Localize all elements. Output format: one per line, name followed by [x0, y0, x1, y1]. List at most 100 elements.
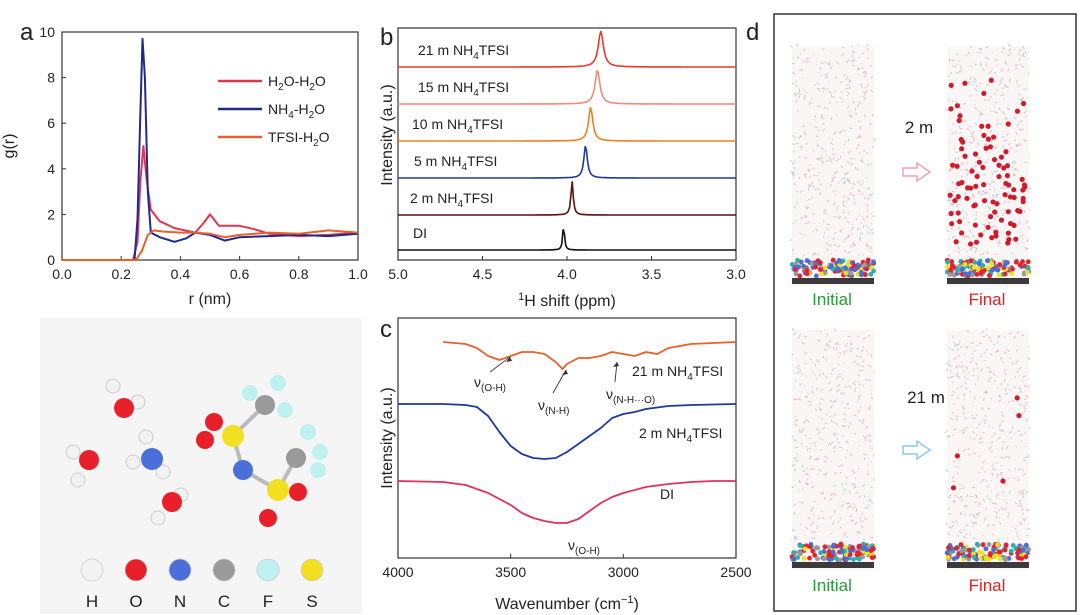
series-line-tfsi-h2o: [62, 229, 359, 261]
panel-c-xlabel: Wavenumber (cm−1): [495, 594, 639, 613]
md-label-21m: 21 m: [907, 388, 945, 407]
panel-b-series: DI 2 m NH4TFSI 5 m NH4TFSI 10 m NH4TFSI 15 m…: [398, 30, 736, 251]
panel-c-letter: c: [380, 316, 392, 343]
md-initial-box: [789, 327, 876, 570]
panel-a-xtick: 0.2: [111, 266, 131, 282]
electrode-surface: [947, 562, 1029, 568]
panel-c-xtick: 3000: [608, 564, 639, 580]
peak-annotation: ν(N-H): [538, 397, 569, 417]
panel-c-series: 21 m NH4TFSI 2 m NH4TFSI DI ν(O-H) ν(N-H) ν(N…: [397, 341, 737, 557]
md-label-2m: 2 m: [905, 118, 933, 137]
panel-b-letter: b: [380, 24, 393, 51]
nitrogen-sphere-icon: [168, 558, 192, 582]
panel-a-ytick: 2: [47, 206, 55, 222]
md-initial-label-top: Initial: [812, 290, 852, 309]
atom-legend-label: O: [129, 592, 142, 611]
md-final-box: [944, 328, 1032, 570]
peak-annotation: ν(O-H): [568, 537, 600, 557]
panel-a-ytick: 6: [47, 115, 55, 131]
atom-legend-label: C: [218, 592, 230, 611]
legend-entry: H2O-H2O: [268, 73, 326, 93]
panel-b-ticks: 5.0 4.5 4.0 3.5 3.0: [388, 256, 746, 282]
panel-a-xlabel: r (nm): [189, 291, 232, 308]
panel-b-xtick: 4.0: [557, 266, 577, 282]
panel-d-letter: d: [746, 19, 759, 46]
nmr-series-label: 21 m NH4TFSI: [418, 42, 509, 62]
legend-entry: NH4-H2O: [268, 101, 325, 121]
nmr-spectrum-line: [398, 69, 736, 105]
series-line-nh4-h2o: [62, 37, 359, 261]
md-final-label-top: Final: [969, 290, 1006, 309]
panel-c-ylabel: Intensity (a.u.): [379, 387, 396, 488]
panel-c-xtick: 4000: [382, 564, 413, 580]
nmr-spectrum-line: [398, 107, 736, 142]
panel-c-xtick: 3500: [495, 564, 526, 580]
annotation-arrowhead: [506, 357, 512, 362]
panel-c-frame: [397, 317, 737, 559]
atom-legend-label: F: [263, 592, 273, 611]
carbon-sphere-icon: [212, 558, 236, 582]
panel-a-ylabel: g(r): [1, 134, 18, 159]
nmr-series-label: 15 m NH4TFSI: [418, 79, 509, 99]
nmr-series-label: 5 m NH4TFSI: [414, 153, 497, 173]
water-molecule-1: [105, 378, 146, 418]
electrode-surface: [792, 562, 874, 568]
ftir-series-label: DI: [660, 486, 674, 502]
panel-b-xtick: 3.5: [642, 266, 662, 282]
panel-a-xtick: 0.8: [289, 266, 309, 282]
nmr-spectrum-line: [398, 145, 736, 179]
annotation-arrowhead: [562, 370, 568, 375]
panel-a-ytick: 8: [47, 70, 55, 86]
hydrogen-sphere-icon: [80, 558, 104, 582]
water-molecule-3: [150, 487, 189, 526]
atom-legend-label: S: [306, 592, 317, 611]
panel-b-xlabel: 1H shift (ppm): [518, 291, 616, 310]
panel-a-series: [62, 37, 359, 261]
md-snapshots: [789, 43, 1032, 570]
annotation-arrow: [489, 356, 511, 373]
md-final-label-bottom: Final: [969, 576, 1006, 595]
panel-b-ylabel: Intensity (a.u.): [379, 84, 396, 185]
electrode-surface: [792, 278, 874, 284]
peak-annotation: ν(N-H···O): [606, 386, 655, 406]
arrow-bottom: [902, 439, 932, 461]
panel-a-ytick: 4: [47, 161, 55, 177]
nmr-spectrum-line: [398, 229, 736, 251]
fluorine-sphere-icon: [256, 558, 280, 582]
ftir-series-label: 21 m NH4TFSI: [632, 363, 723, 383]
panel-a-xtick: 0.6: [230, 266, 250, 282]
md-final-box: [944, 44, 1032, 286]
nmr-series-label: 2 m NH4TFSI: [410, 190, 493, 210]
panel-b: b 5.0 4.5 4.0 3.5 3.0 DI 2 m NH4TFSI 5 m NH4TF…: [379, 24, 746, 310]
panel-c-ticks: 4000 3500 3000 2500: [382, 554, 752, 580]
panel-c-xtick: 2500: [720, 564, 751, 580]
ftir-spectrum-line: [443, 341, 737, 370]
nmr-spectrum-line: [398, 30, 736, 68]
panel-a-legend: H2O-H2O NH4-H2O TFSI-H2O: [218, 73, 330, 149]
panel-a-xtick: 1.0: [348, 266, 368, 282]
sulfur-sphere-icon: [300, 558, 324, 582]
ammonium-ion: [125, 429, 171, 480]
panel-a-xtick: 0.4: [171, 266, 191, 282]
panel-d-frame: [773, 13, 1077, 612]
ftir-series-label: 2 m NH4TFSI: [639, 425, 722, 445]
panel-a-ytick: 10: [39, 24, 55, 40]
panel-b-xtick: 3.0: [726, 266, 746, 282]
electrode-surface: [947, 278, 1029, 284]
nmr-series-label: 10 m NH4TFSI: [412, 116, 503, 136]
panel-d: d 2 m 21 m Initial Final Initial Final: [746, 13, 1077, 612]
arrow-top: [902, 161, 932, 183]
panel-b-xtick: 4.5: [473, 266, 493, 282]
panel-a-letter: a: [20, 19, 34, 46]
water-molecule-2: [65, 444, 99, 488]
panel-a-ytick: 0: [47, 252, 55, 268]
md-initial-box: [789, 43, 877, 286]
ftir-spectrum-line: [398, 403, 737, 460]
nmr-spectrum-line: [398, 181, 736, 216]
nmr-series-label: DI: [413, 225, 427, 241]
panel-a-xtick: 0.0: [52, 266, 72, 282]
